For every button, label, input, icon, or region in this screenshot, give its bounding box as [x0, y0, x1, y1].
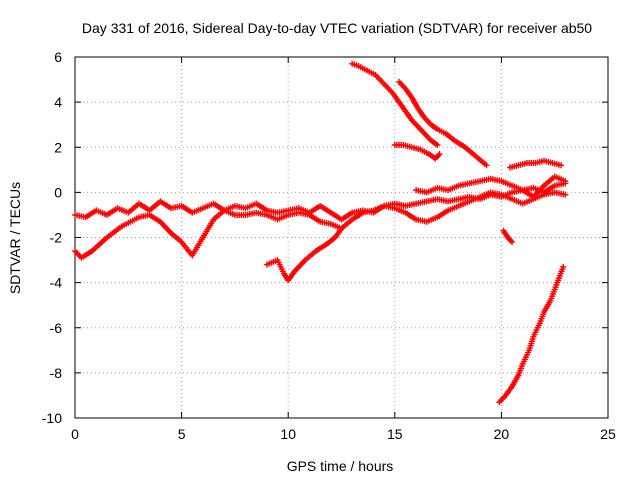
plot-area: [74, 56, 609, 419]
chart-title: Day 331 of 2016, Sidereal Day-to-day VTE…: [82, 20, 592, 36]
data-points: [72, 60, 569, 406]
data-point: [509, 239, 516, 246]
x-tick-label: 10: [280, 426, 296, 442]
y-tick-label: -10: [42, 410, 62, 426]
x-tick-label: 25: [600, 426, 616, 442]
data-point: [434, 141, 441, 148]
y-tick-label: -6: [50, 320, 63, 336]
data-point: [562, 191, 569, 198]
x-tick-label: 20: [494, 426, 510, 442]
y-tick-label: 2: [54, 139, 62, 155]
plot-frame: [74, 56, 609, 419]
data-point: [338, 225, 345, 232]
data-point: [483, 162, 490, 169]
x-tick-label: 5: [178, 426, 186, 442]
data-point: [436, 151, 443, 158]
y-tick-label: -8: [50, 365, 63, 381]
data-point: [562, 178, 569, 185]
y-tick-label: 0: [54, 184, 62, 200]
data-point: [558, 162, 565, 169]
y-tick-label: -4: [50, 275, 63, 291]
x-tick-label: 15: [387, 426, 403, 442]
y-tick-label: 6: [54, 49, 62, 65]
x-axis-label: GPS time / hours: [287, 458, 394, 474]
y-tick-label: -2: [50, 230, 63, 246]
x-tick-label: 0: [71, 426, 79, 442]
y-axis-label: SDTVAR / TECUs: [7, 182, 23, 294]
grid-lines: [75, 57, 608, 418]
data-point: [560, 263, 567, 270]
y-axis-ticks: -10 -8 -6 -4 -2 0 2 4 6: [42, 49, 608, 426]
x-axis-ticks: 0 5 10 15 20 25: [71, 57, 616, 442]
y-tick-label: 4: [54, 94, 62, 110]
